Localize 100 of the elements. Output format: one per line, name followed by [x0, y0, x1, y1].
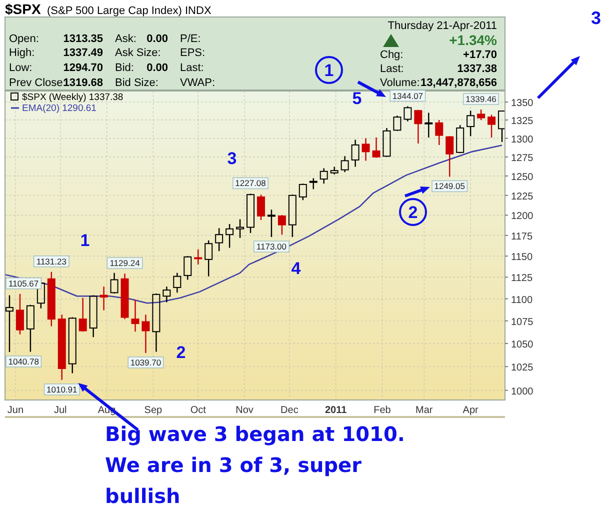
- candlestick: [215, 227, 224, 252]
- candlestick: [466, 110, 475, 137]
- annotation: 1339.46: [466, 94, 497, 104]
- annotation: 4: [291, 259, 302, 278]
- text: Thursday 21-Apr-2011: [388, 20, 497, 32]
- candlestick: [58, 314, 66, 381]
- annotation: 1173.00: [256, 242, 287, 252]
- y-tick-label: 1100: [511, 294, 533, 306]
- candlestick: [162, 286, 171, 303]
- candlestick: [120, 272, 129, 320]
- x-tick-label: Nov: [236, 405, 254, 416]
- y-tick-label: 1225: [511, 191, 534, 202]
- candlestick: [131, 299, 140, 332]
- candlestick: [446, 136, 454, 178]
- legend-label: $SPX (Weekly) 1337.38: [22, 92, 124, 103]
- y-tick-label: 1075: [511, 316, 534, 328]
- candlestick: [226, 223, 234, 248]
- annotation: 5: [352, 89, 362, 108]
- candlestick: [340, 156, 349, 173]
- line-series: [5, 144, 503, 304]
- candlestick: [372, 136, 380, 158]
- x-tick-label: Jun: [7, 405, 24, 416]
- candlestick: [488, 114, 496, 138]
- text: 13,447,878,656: [420, 77, 497, 89]
- annotation: 1131.23: [36, 256, 67, 266]
- candlestick: [100, 286, 108, 311]
- candlestick: [204, 240, 213, 277]
- text: Open:: [9, 33, 39, 45]
- y-tick-label: 1025: [511, 362, 534, 374]
- x-tick-label: Oct: [190, 405, 206, 416]
- candlestick: [16, 293, 24, 335]
- candlestick: [142, 314, 150, 354]
- x-tick-label: Sep: [144, 405, 163, 416]
- text: P/E:: [180, 33, 201, 45]
- y-tick-label: 1125: [511, 273, 533, 284]
- y-tick-label: 1250: [511, 172, 534, 183]
- text: +17.70: [463, 49, 497, 61]
- candlestick: [267, 208, 276, 238]
- annotation: 1344.07: [392, 90, 424, 101]
- annotation: 1227.08: [235, 178, 266, 188]
- annotation: 2: [176, 343, 186, 362]
- text: EPS:: [180, 47, 206, 59]
- y-tick-label: 1350: [511, 98, 534, 110]
- y-tick-label: 1275: [511, 152, 534, 164]
- annotation: 1105.67: [8, 278, 39, 288]
- text: Bid Size:: [115, 77, 158, 89]
- candlestick: [309, 178, 318, 190]
- text: Big wave 3 began at 1010. We are in 3 of 3, super bullish: [105, 422, 405, 508]
- annotation: 3: [227, 149, 237, 168]
- text: 1337.49: [63, 47, 103, 59]
- annotation: 1249.05: [434, 181, 466, 192]
- x-tick-label: 2011: [324, 405, 348, 416]
- candlestick: [194, 248, 202, 266]
- candlestick: [330, 166, 338, 176]
- candlestick: [288, 194, 296, 238]
- text: Low:: [9, 62, 32, 74]
- text: 1294.70: [63, 62, 103, 74]
- candlestick: [236, 218, 244, 238]
- text: Last:: [380, 63, 404, 75]
- annotation: 1: [80, 231, 90, 250]
- candlestick: [393, 115, 402, 131]
- text: 0.00: [146, 33, 168, 45]
- candlestick: [435, 119, 444, 146]
- chart-subtitle: (S&P 500 Large Cap Index) INDX: [47, 5, 212, 17]
- candlestick: [78, 297, 87, 332]
- candlestick: [382, 127, 391, 157]
- text: Volume:: [380, 77, 420, 89]
- legend-label: EMA(20) 1290.61: [22, 103, 96, 114]
- candlestick: [152, 292, 160, 352]
- x-tick-label: Feb: [374, 405, 392, 416]
- y-tick-label: 1325: [511, 116, 534, 127]
- text: High:: [9, 47, 35, 59]
- x-tick-label: Mar: [416, 405, 434, 416]
- text: Prev Close:: [9, 77, 66, 89]
- text: 1313.35: [63, 33, 103, 45]
- candlestick: [110, 272, 118, 294]
- annotation: 1039.70: [130, 357, 162, 368]
- text: 1: [324, 61, 334, 80]
- y-tick-label: 1000: [511, 386, 534, 398]
- text: 3: [590, 8, 602, 28]
- text: +1.34%: [449, 32, 498, 48]
- text: 1337.38: [457, 63, 497, 75]
- text: Ask Size:: [115, 47, 161, 59]
- y-tick-label: 1175: [511, 231, 533, 242]
- candlestick: [5, 294, 14, 353]
- text: 0.00: [146, 62, 168, 74]
- text: Bid:: [115, 62, 134, 74]
- annotation: 1040.78: [8, 356, 40, 366]
- candlestick: [362, 138, 370, 162]
- candlestick: [424, 112, 433, 138]
- x-tick-label: Dec: [280, 405, 298, 416]
- text: VWAP:: [180, 77, 216, 89]
- text: Ask:: [115, 33, 136, 45]
- candlestick: [47, 271, 56, 327]
- candlestick: [278, 214, 286, 236]
- annotation: 1129.24: [110, 258, 140, 268]
- y-tick-label: 1300: [511, 134, 534, 146]
- candlestick: [414, 110, 422, 144]
- text: 1319.68: [63, 77, 103, 89]
- candlestick: [26, 304, 34, 352]
